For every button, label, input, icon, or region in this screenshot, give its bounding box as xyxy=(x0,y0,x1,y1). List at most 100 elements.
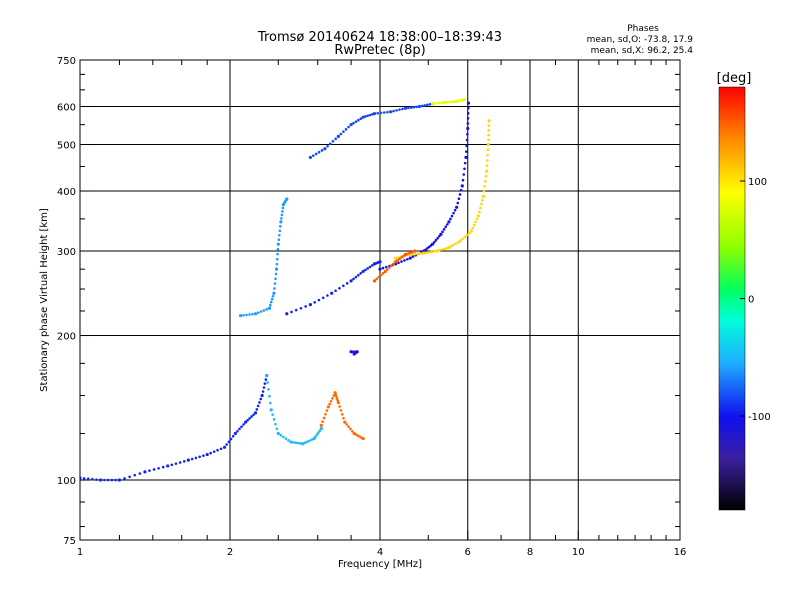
data-point-interp xyxy=(95,478,98,481)
data-point-interp xyxy=(273,287,276,290)
data-point-interp xyxy=(275,257,279,261)
data-point-interp xyxy=(182,460,186,463)
data-point xyxy=(285,312,289,316)
data-point-interp xyxy=(275,262,279,266)
data-point-interp xyxy=(326,294,329,297)
data-point-interp xyxy=(484,174,488,178)
data-point-interp xyxy=(281,206,285,210)
data-point-interp xyxy=(462,173,466,176)
data-point-interp xyxy=(339,132,343,136)
data-point-interp xyxy=(251,312,254,316)
data-point-interp xyxy=(290,310,293,314)
data-point xyxy=(99,478,103,482)
data-point-interp xyxy=(453,208,457,212)
data-point-interp xyxy=(329,399,333,403)
data-point-interp xyxy=(487,138,490,142)
data-point xyxy=(485,169,489,173)
data-point-interp xyxy=(324,412,327,416)
data-point-interp xyxy=(317,431,320,434)
data-point-interp xyxy=(334,393,338,397)
data-point xyxy=(378,260,382,264)
data-point-interp xyxy=(409,106,413,109)
data-point-interp xyxy=(259,310,263,313)
data-point-interp xyxy=(465,233,469,237)
data-point-interp xyxy=(133,473,137,477)
data-point-interp xyxy=(236,429,239,433)
data-point-interp xyxy=(269,303,272,307)
data-point-interp xyxy=(229,437,233,441)
data-point xyxy=(469,229,473,233)
data-point-interp xyxy=(392,109,395,113)
data-point-interp xyxy=(406,257,409,261)
data-point-interp xyxy=(411,255,415,258)
data-point-interp xyxy=(396,258,399,262)
data-point-interp xyxy=(225,443,228,446)
data-point-interp xyxy=(386,110,389,114)
data-point-interp xyxy=(259,397,263,401)
data-point-interp xyxy=(463,167,466,171)
data-point xyxy=(430,102,435,106)
data-point xyxy=(267,306,272,310)
data-point-interp xyxy=(103,478,106,482)
data-point-interp xyxy=(441,230,444,234)
grid-layer xyxy=(80,60,680,540)
data-point-interp xyxy=(310,438,314,441)
data-point xyxy=(443,100,447,104)
data-point xyxy=(486,142,490,147)
data-point xyxy=(447,245,451,250)
data-point-interp xyxy=(82,477,86,480)
data-point-interp xyxy=(334,137,337,141)
data-point-interp xyxy=(480,202,483,206)
data-point-interp xyxy=(354,275,358,279)
phases-label: Phases xyxy=(627,24,659,34)
data-point-interp xyxy=(299,306,303,310)
data-point-interp xyxy=(269,300,273,304)
data-point xyxy=(422,251,426,255)
data-point-interp xyxy=(242,423,245,426)
data-point-interp xyxy=(317,298,321,302)
data-point xyxy=(378,267,382,271)
data-point-interp xyxy=(482,189,486,193)
data-point xyxy=(430,242,435,246)
data-point-interp xyxy=(202,454,205,457)
data-point xyxy=(276,242,280,246)
data-point-interp xyxy=(331,140,335,143)
data-point xyxy=(272,291,276,295)
data-point-interp xyxy=(411,252,415,256)
data-point-interp xyxy=(276,252,279,256)
data-point-interp xyxy=(91,477,94,481)
data-point-interp xyxy=(359,117,363,120)
data-point-interp xyxy=(425,251,428,254)
data-point-interp xyxy=(379,273,383,277)
data-point-interp xyxy=(278,229,282,233)
data-point-interp xyxy=(161,465,165,469)
data-point-interp xyxy=(357,273,360,277)
data-point-interp xyxy=(453,100,456,103)
data-point xyxy=(417,104,422,109)
data-point-interp xyxy=(212,450,216,453)
data-point-interp xyxy=(245,313,248,317)
data-point xyxy=(388,110,393,114)
data-point-interp xyxy=(269,401,272,405)
data-point-interp xyxy=(219,447,223,451)
data-point xyxy=(308,302,313,307)
data-point xyxy=(343,420,347,424)
data-point-interp xyxy=(114,478,117,482)
data-point-interp xyxy=(463,161,467,165)
data-point-interp xyxy=(347,425,350,428)
data-point-interp xyxy=(190,457,194,461)
data-point xyxy=(319,426,323,431)
data-point xyxy=(487,119,491,123)
data-point-interp xyxy=(282,435,285,439)
data-point-interp xyxy=(351,429,354,433)
data-point xyxy=(455,205,459,209)
data-point-interp xyxy=(461,237,464,241)
data-point-interp xyxy=(486,148,490,152)
data-point-interp xyxy=(472,223,476,227)
data-point-interp xyxy=(339,409,343,412)
data-point-interp xyxy=(342,284,345,288)
data-point-interp xyxy=(465,138,469,142)
data-point-interp xyxy=(157,466,160,470)
data-point-interp xyxy=(465,144,468,148)
data-point xyxy=(439,232,443,236)
